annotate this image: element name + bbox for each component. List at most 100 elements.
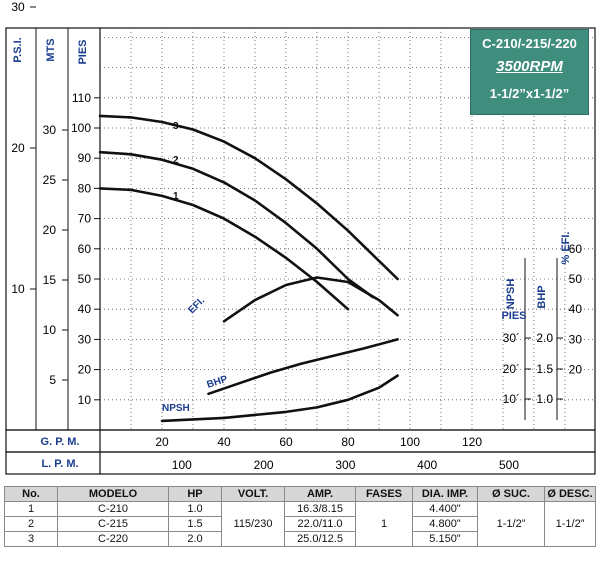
pies-tick-label: 50 (78, 272, 92, 286)
cell-modelo: C-220 (57, 531, 169, 547)
pies-tick-label: 90 (78, 151, 92, 165)
mts-tick-label: 5 (49, 373, 56, 387)
mts-tick-label: 30 (43, 123, 57, 137)
col-dia-imp: DIA. IMP. (412, 486, 478, 502)
psi-axis-title: P.S.I. (12, 37, 24, 62)
series-line-head-2 (98, 150, 375, 299)
cell-desc: 1-1/2” (544, 501, 596, 547)
cell-no: 1 (4, 501, 58, 517)
cell-volt: 115/230 (221, 501, 285, 547)
cell-amp: 25.0/12.5 (284, 531, 356, 547)
gpm-tick-label: 60 (279, 435, 293, 449)
mts-tick-label: 25 (43, 173, 57, 187)
lpm-tick-label: 200 (254, 458, 274, 472)
npsh-tick-label: 30´ (503, 331, 520, 345)
cell-dia-imp: 4.800" (412, 516, 478, 532)
lpm-tick-label: 500 (499, 458, 519, 472)
gpm-tick-label: 80 (341, 435, 355, 449)
efi-tick-label: 60 (569, 242, 583, 256)
mts-tick-label: 15 (43, 273, 57, 287)
pies-tick-label: 100 (71, 121, 91, 135)
table-header-row: No. MODELO HP VOLT. AMP. FASES DIA. IMP.… (4, 486, 596, 502)
pies-tick-label: 30 (78, 332, 92, 346)
col-modelo: MODELO (57, 486, 169, 502)
series-line-npsh-npsh (160, 374, 399, 423)
gpm-tick-label: 100 (400, 435, 420, 449)
pies-tick-label: 60 (78, 242, 92, 256)
bhp-axis-title: BHP (536, 285, 548, 308)
efi-tick-label: 40 (569, 302, 583, 316)
cell-hp: 1.5 (168, 516, 222, 532)
pies-axis-title: PIES (77, 39, 89, 64)
pump-performance-chart: P.S.I. MTS PIES 10 20 30 40 50 5 10 15 20 25 30 10 20 30… (5, 0, 596, 475)
pies-tick-label: 70 (78, 212, 92, 226)
gpm-axis-band (5, 429, 596, 453)
gpm-axis-title: G. P. M. (41, 436, 80, 448)
npsh-axis-title: NPSH (505, 279, 517, 310)
col-volt: VOLT. (221, 486, 285, 502)
series-label-3: 3 (173, 121, 179, 132)
pies-tick-label: 10 (78, 393, 92, 407)
col-fases: FASES (355, 486, 413, 502)
npsh-tick-label: 20´ (503, 362, 520, 376)
cell-modelo: C-210 (57, 501, 169, 517)
efi-tick-label: 50 (569, 272, 583, 286)
lpm-tick-label: 300 (335, 458, 355, 472)
gpm-tick-label: 40 (217, 435, 231, 449)
efi-tick-label: 20 (569, 363, 583, 377)
series-label-efi: EFI. (186, 295, 207, 316)
cell-no: 3 (4, 531, 58, 547)
col-desc: Ø DESC. (544, 486, 596, 502)
model-names: C-210/-215/-220 (482, 36, 577, 51)
cell-hp: 2.0 (168, 531, 222, 547)
col-hp: HP (168, 486, 222, 502)
psi-tick-label: 30 (11, 0, 25, 14)
model-spec-table: No. MODELO HP VOLT. AMP. FASES DIA. IMP.… (4, 486, 596, 547)
lpm-axis-title: L. P. M. (41, 458, 78, 470)
table-row: 3 C-220 2.0 25.0/12.5 5.150" (4, 531, 596, 547)
bhp-tick-label: 2.0 (536, 331, 553, 345)
mts-tick-label: 10 (43, 323, 57, 337)
efi-axis-title: % EFI. (560, 231, 572, 264)
psi-tick-label: 10 (11, 282, 25, 296)
series-line-efficiency-efi (222, 276, 399, 323)
cell-modelo: C-215 (57, 516, 169, 532)
rpm-label: 3500RPM (496, 58, 563, 75)
model-header-box: C-210/-215/-220 3500RPM 1-1/2”x1-1/2” (470, 29, 589, 115)
lpm-axis-band (5, 451, 596, 475)
series-line-head-1 (98, 187, 350, 311)
pies-tick-label: 110 (72, 91, 91, 105)
col-amp: AMP. (284, 486, 356, 502)
cell-suc: 1-1/2” (477, 501, 545, 547)
series-label-2: 2 (173, 155, 179, 166)
psi-tick-label: 20 (11, 141, 25, 155)
cell-dia-imp: 4.400" (412, 501, 478, 517)
pies-tick-label: 80 (78, 181, 92, 195)
npsh-units-label: PIES (501, 310, 526, 322)
cell-amp: 16.3/8.15 (284, 501, 356, 517)
gpm-tick-label: 120 (462, 435, 482, 449)
lpm-tick-label: 100 (172, 458, 192, 472)
mts-axis-title: MTS (45, 38, 57, 61)
lpm-tick-label: 400 (417, 458, 437, 472)
table-row: 1 C-210 1.0 115/230 16.3/8.15 1 4.400" 1… (4, 501, 596, 547)
series-line-bhp-bhp (207, 338, 399, 396)
mts-tick-label: 20 (43, 223, 57, 237)
cell-no: 2 (4, 516, 58, 532)
bhp-tick-label: 1.0 (536, 392, 553, 406)
cell-dia-imp: 5.150" (412, 531, 478, 547)
pies-tick-label: 20 (78, 363, 92, 377)
cell-hp: 1.0 (168, 501, 222, 517)
series-label-npsh: NPSH (162, 403, 190, 414)
cell-amp: 22.0/11.0 (284, 516, 356, 532)
gpm-tick-label: 20 (155, 435, 169, 449)
series-line-head-3 (98, 114, 399, 281)
col-no: No. (4, 486, 58, 502)
pies-tick-label: 40 (78, 302, 92, 316)
efi-tick-label: 30 (569, 332, 583, 346)
bhp-tick-label: 1.5 (536, 362, 553, 376)
col-suc: Ø SUC. (477, 486, 545, 502)
connection-size: 1-1/2”x1-1/2” (489, 86, 570, 101)
cell-fases: 1 (355, 501, 413, 547)
